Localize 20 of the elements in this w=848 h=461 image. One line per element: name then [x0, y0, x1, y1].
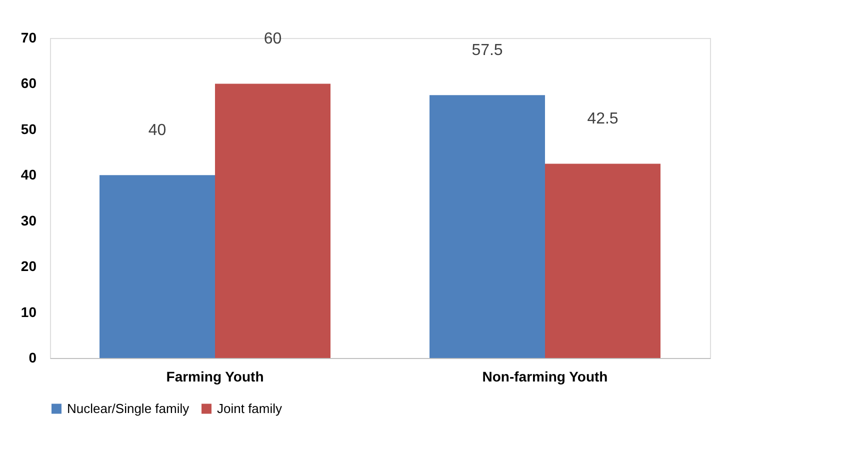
- bar: [545, 164, 660, 358]
- data-label: 57.5: [472, 42, 503, 60]
- bar: [215, 84, 330, 358]
- data-label: 40: [148, 122, 166, 140]
- y-tick-label: 60: [20, 75, 37, 92]
- y-tick-label: 50: [20, 120, 37, 137]
- x-tick-label: Farming Youth: [166, 368, 264, 384]
- data-label: 42.5: [587, 110, 618, 128]
- legend-label: Joint family: [217, 400, 283, 416]
- y-tick-label: 70: [20, 30, 37, 46]
- legend-label: Nuclear/Single family: [67, 400, 190, 416]
- bar: [430, 95, 545, 358]
- y-tick-label: 20: [20, 258, 37, 274]
- bar: [100, 175, 215, 358]
- x-tick-label: Non-farming Youth: [482, 368, 608, 384]
- data-label: 60: [264, 30, 282, 48]
- y-tick-label: 40: [20, 166, 37, 183]
- y-tick-label: 0: [28, 350, 37, 366]
- y-tick-label: 30: [20, 212, 37, 228]
- y-tick-label: 10: [20, 304, 37, 320]
